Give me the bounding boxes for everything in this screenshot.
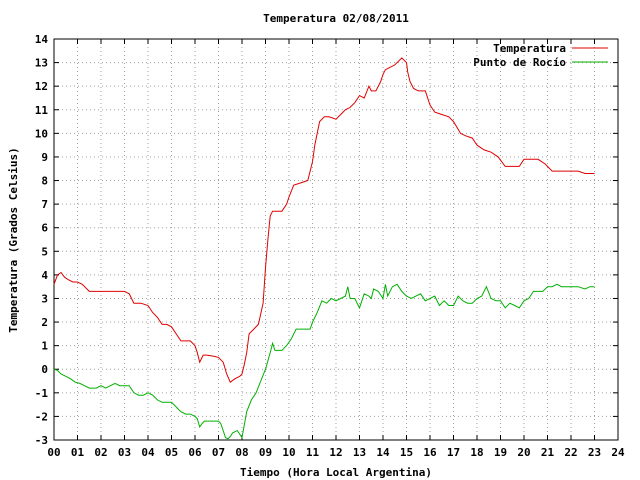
y-tick-label: 10 — [35, 127, 48, 140]
x-tick-label: 10 — [282, 446, 295, 459]
x-tick-label: 20 — [517, 446, 530, 459]
legend-label-temperatura: Temperatura — [493, 42, 566, 55]
y-tick-label: 12 — [35, 80, 48, 93]
y-tick-label: 4 — [41, 269, 48, 282]
series-line-temperatura — [53, 57, 595, 383]
x-tick-label: 15 — [400, 446, 413, 459]
x-tick-label: 06 — [188, 446, 202, 459]
y-tick-label: 5 — [41, 245, 48, 258]
grid — [54, 39, 618, 440]
x-tick-label: 19 — [494, 446, 507, 459]
axis-ticks — [53, 38, 619, 441]
y-tick-label: 6 — [41, 222, 48, 235]
x-tick-label: 24 — [611, 446, 625, 459]
x-tick-label: 16 — [423, 446, 437, 459]
y-tick-label: 0 — [41, 363, 48, 376]
y-tick-label: 13 — [35, 57, 48, 70]
y-tick-label: 7 — [41, 198, 48, 211]
y-axis-label: Temperatura (Grados Celsius) — [7, 147, 20, 332]
y-tick-label: -1 — [35, 387, 49, 400]
series-lines — [53, 57, 595, 440]
x-tick-label: 00 — [47, 446, 60, 459]
x-tick-label: 09 — [259, 446, 272, 459]
x-tick-label: 13 — [353, 446, 366, 459]
y-tick-label: -2 — [35, 410, 48, 423]
x-tick-label: 12 — [329, 446, 342, 459]
series-line-punto-de-rocio — [53, 283, 595, 440]
y-tick-label: 1 — [41, 340, 48, 353]
x-tick-label: 03 — [118, 446, 131, 459]
x-tick-label: 22 — [564, 446, 577, 459]
x-tick-label: 17 — [447, 446, 460, 459]
x-axis-label: Tiempo (Hora Local Argentina) — [240, 466, 432, 479]
x-tick-label: 18 — [470, 446, 483, 459]
x-tick-label: 11 — [306, 446, 320, 459]
x-tick-labels: 00 01 02 03 04 05 06 07 08 09 10 11 12 13 14 15 16 17 18 19… — [47, 446, 625, 459]
y-tick-label: 9 — [41, 151, 48, 164]
x-tick-label: 02 — [94, 446, 107, 459]
x-tick-label: 07 — [212, 446, 225, 459]
y-tick-label: 8 — [41, 175, 48, 188]
y-tick-label: 14 — [35, 33, 49, 46]
y-tick-label: 11 — [35, 104, 49, 117]
x-tick-label: 01 — [71, 446, 85, 459]
x-tick-label: 21 — [541, 446, 555, 459]
x-tick-label: 14 — [376, 446, 390, 459]
x-tick-label: 08 — [235, 446, 248, 459]
legend: Temperatura Punto de Rocío — [473, 42, 608, 69]
legend-label-punto-de-rocio: Punto de Rocío — [473, 56, 566, 69]
y-tick-label: -3 — [35, 434, 48, 447]
x-tick-label: 05 — [165, 446, 178, 459]
y-tick-label: 2 — [41, 316, 48, 329]
x-tick-label: 23 — [588, 446, 601, 459]
y-tick-label: 3 — [41, 292, 48, 305]
x-tick-label: 04 — [141, 446, 155, 459]
chart-title: Temperatura 02/08/2011 — [263, 12, 409, 25]
